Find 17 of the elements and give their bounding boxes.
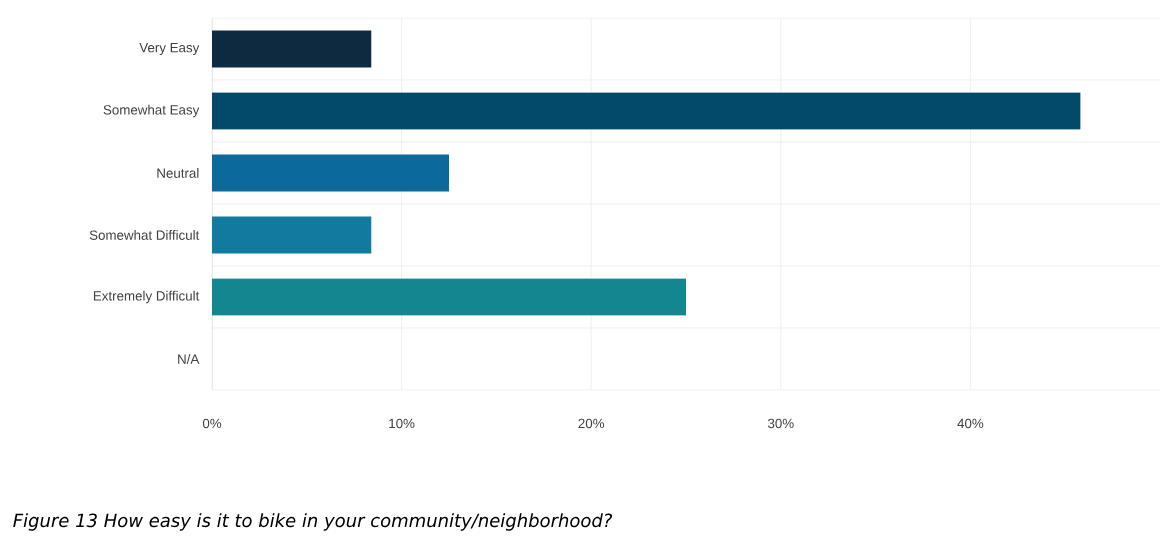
bar	[212, 92, 1081, 130]
caption: Figure 13 How easy is it to bike in your community/neighborhood?	[13, 513, 613, 531]
x-tick-label: 20%	[578, 418, 605, 429]
y-tick-label: Neutral	[157, 168, 199, 178]
bar	[212, 278, 686, 316]
x-tick-label: 10%	[389, 418, 415, 429]
x-tick-label: 30%	[767, 418, 794, 429]
y-tick-label: Extremely Difficult	[93, 290, 200, 304]
bar	[212, 154, 450, 192]
x-tick-label: 0%	[202, 418, 222, 429]
y-tick-label: Somewhat Easy	[103, 104, 200, 118]
y-tick-label: N/A	[178, 354, 200, 364]
bar	[212, 30, 372, 68]
y-tick-label: Somewhat Difficult	[89, 230, 200, 240]
x-tick-label: 40%	[957, 418, 984, 429]
y-tick-label: Very Easy	[139, 43, 200, 55]
bar	[212, 216, 372, 254]
